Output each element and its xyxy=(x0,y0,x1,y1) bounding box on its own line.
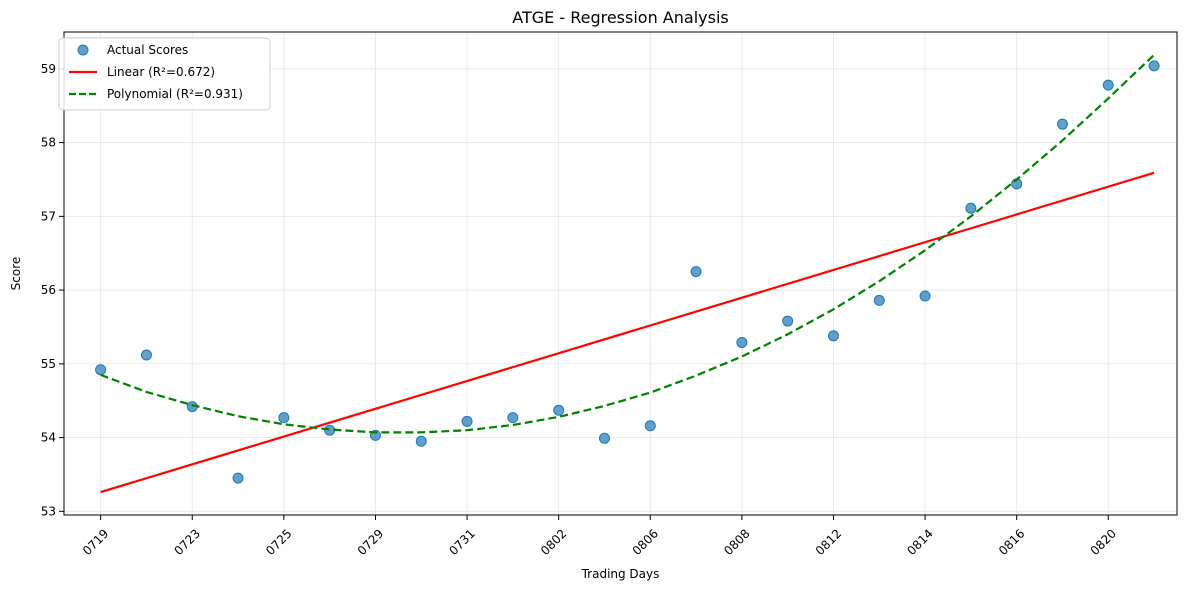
series-layer xyxy=(95,54,1160,494)
data-point xyxy=(461,415,473,427)
y-axis: 53 54 55 56 57 58 59 xyxy=(41,62,64,518)
plot-frame xyxy=(63,31,1178,516)
data-point xyxy=(553,404,565,416)
data-point xyxy=(736,336,748,348)
chart-title: ATGE - Regression Analysis xyxy=(512,8,728,27)
data-point xyxy=(1102,79,1114,91)
data-point xyxy=(415,435,427,447)
y-tick-label: 56 xyxy=(41,283,56,297)
data-point xyxy=(644,420,656,432)
data-point xyxy=(95,364,107,376)
legend-label: Polynomial (R²=0.931) xyxy=(107,87,243,101)
y-tick-label: 58 xyxy=(41,136,56,150)
data-point xyxy=(873,294,885,306)
data-point xyxy=(1056,118,1068,130)
data-point xyxy=(598,432,610,444)
data-point xyxy=(827,330,839,342)
legend-label: Actual Scores xyxy=(107,43,188,57)
data-point xyxy=(919,290,931,302)
linear-fit-line xyxy=(100,171,1155,494)
data-point xyxy=(232,472,244,484)
data-point xyxy=(507,412,519,424)
legend-box xyxy=(58,37,271,111)
legend-label: Linear (R²=0.672) xyxy=(107,65,215,79)
legend: Actual Scores Linear (R²=0.672) Polynomial… xyxy=(58,37,271,111)
data-point xyxy=(140,349,152,361)
y-tick-label: 54 xyxy=(41,431,56,445)
y-tick-label: 53 xyxy=(41,504,56,518)
y-tick-label: 59 xyxy=(41,62,56,76)
y-axis-label: Score xyxy=(9,257,23,291)
y-tick-label: 55 xyxy=(41,357,56,371)
data-point xyxy=(965,202,977,214)
legend-marker xyxy=(77,44,89,56)
data-point xyxy=(278,412,290,424)
data-point xyxy=(782,315,794,327)
x-axis-label: Trading Days xyxy=(581,567,660,581)
y-tick-label: 57 xyxy=(41,209,56,223)
polynomial-fit-line xyxy=(100,54,1155,434)
data-point xyxy=(1148,60,1160,72)
grid-lines xyxy=(64,32,1177,515)
data-point xyxy=(690,266,702,278)
